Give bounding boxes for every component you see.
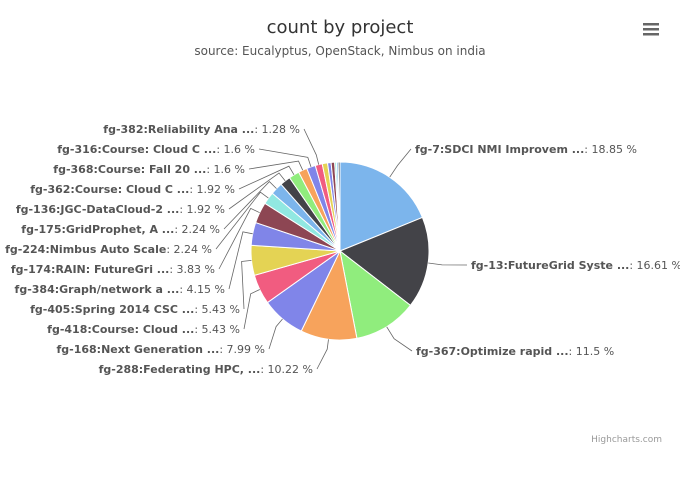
- data-label-name: fg-368:Course: Fall 20 ...: [53, 163, 206, 176]
- label-connector: [258, 148, 312, 168]
- data-label-value: : 1.92 %: [179, 203, 225, 216]
- label-connector: [268, 318, 283, 350]
- data-label: fg-382:Reliability Ana ...: 1.28 %: [103, 123, 300, 136]
- data-label-name: fg-418:Course: Cloud ...: [47, 323, 194, 336]
- data-label: fg-362:Course: Cloud C ...: 1.92 %: [30, 183, 235, 196]
- data-label-name: fg-367:Optimize rapid ...: [416, 345, 569, 358]
- pie-slices: [250, 161, 430, 341]
- data-label-value: : 11.5 %: [569, 345, 615, 358]
- pie-slice-1[interactable]: [339, 216, 430, 307]
- data-label-name: fg-7:SDCI NMI Improvem ...: [415, 143, 584, 156]
- pie-slice-21[interactable]: [337, 161, 341, 252]
- data-label-value: : 10.22 %: [260, 363, 313, 376]
- data-label: fg-405:Spring 2014 CSC ...: 5.43 %: [30, 303, 240, 316]
- label-connector: [223, 181, 277, 230]
- data-label-name: fg-384:Graph/network a ...: [15, 283, 180, 296]
- credits-link[interactable]: Highcharts.com: [591, 435, 662, 445]
- label-connector: [215, 191, 269, 250]
- data-label: fg-418:Course: Cloud ...: 5.43 %: [47, 323, 240, 336]
- data-label: fg-13:FutureGrid Syste ...: 16.61 %: [471, 259, 680, 272]
- data-label: fg-288:Federating HPC, ...: 10.22 %: [99, 363, 313, 376]
- label-connector: [428, 262, 468, 266]
- data-label-value: : 2.24 %: [166, 243, 212, 256]
- data-label-value: : 18.85 %: [584, 143, 637, 156]
- data-label: fg-368:Course: Fall 20 ...: 1.6 %: [53, 163, 245, 176]
- data-label: fg-136:JGC-DataCloud-2 ...: 1.92 %: [16, 203, 225, 216]
- data-label-value: : 1.6 %: [216, 143, 255, 156]
- data-label: fg-174:RAIN: FutureGri ...: 3.83 %: [11, 263, 215, 276]
- data-label-name: fg-224:Nimbus Auto Scale: [5, 243, 166, 256]
- data-label-value: : 4.15 %: [179, 283, 225, 296]
- data-label-value: : 3.83 %: [169, 263, 215, 276]
- data-label-value: : 5.43 %: [194, 323, 240, 336]
- label-connector: [303, 128, 320, 165]
- data-label-name: fg-405:Spring 2014 CSC ...: [30, 303, 194, 316]
- label-connector: [316, 339, 329, 370]
- label-connector: [386, 326, 413, 352]
- data-label-value: : 7.99 %: [219, 343, 265, 356]
- data-label: fg-224:Nimbus Auto Scale: 2.24 %: [5, 243, 212, 256]
- data-label-value: : 2.24 %: [174, 223, 220, 236]
- data-labels: fg-7:SDCI NMI Improvem ...: 18.85 % fg-13…: [5, 123, 680, 376]
- data-label: fg-168:Next Generation ...: 7.99 %: [56, 343, 265, 356]
- data-label-value: : 5.43 %: [194, 303, 240, 316]
- label-connector: [248, 160, 304, 171]
- data-label: fg-384:Graph/network a ...: 4.15 %: [15, 283, 225, 296]
- data-label-name: fg-13:FutureGrid Syste ...: [471, 259, 629, 272]
- data-label-name: fg-168:Next Generation ...: [56, 343, 219, 356]
- data-label: fg-7:SDCI NMI Improvem ...: 18.85 %: [415, 143, 637, 156]
- data-label-name: fg-382:Reliability Ana ...: [103, 123, 254, 136]
- data-label: fg-316:Course: Cloud C ...: 1.6 %: [57, 143, 255, 156]
- label-connector: [389, 148, 412, 178]
- data-label-value: : 1.28 %: [254, 123, 300, 136]
- label-connector: [228, 231, 253, 290]
- data-label-name: fg-316:Course: Cloud C ...: [57, 143, 216, 156]
- data-label: fg-175:GridProphet, A ...: 2.24 %: [21, 223, 220, 236]
- hamburger-menu-icon[interactable]: [636, 16, 666, 42]
- chart-subtitle: source: Eucalyptus, OpenStack, Nimbus on…: [194, 44, 485, 58]
- label-connector: [218, 207, 260, 270]
- label-connector: [238, 165, 295, 190]
- data-label-value: : 16.61 %: [629, 259, 680, 272]
- label-connector: [241, 260, 252, 310]
- data-label-name: fg-174:RAIN: FutureGri ...: [11, 263, 169, 276]
- data-label-name: fg-136:JGC-DataCloud-2 ...: [16, 203, 180, 216]
- label-connector: [228, 172, 286, 210]
- data-label-value: : 1.92 %: [189, 183, 235, 196]
- chart-title: count by project: [267, 17, 414, 38]
- data-label-value: : 1.6 %: [206, 163, 245, 176]
- data-label-name: fg-175:GridProphet, A ...: [21, 223, 174, 236]
- pie-slice-2[interactable]: [339, 249, 412, 339]
- data-label: fg-367:Optimize rapid ...: 11.5 %: [416, 345, 614, 358]
- data-label-name: fg-288:Federating HPC, ...: [99, 363, 261, 376]
- label-connector: [243, 289, 260, 330]
- data-label-name: fg-362:Course: Cloud C ...: [30, 183, 189, 196]
